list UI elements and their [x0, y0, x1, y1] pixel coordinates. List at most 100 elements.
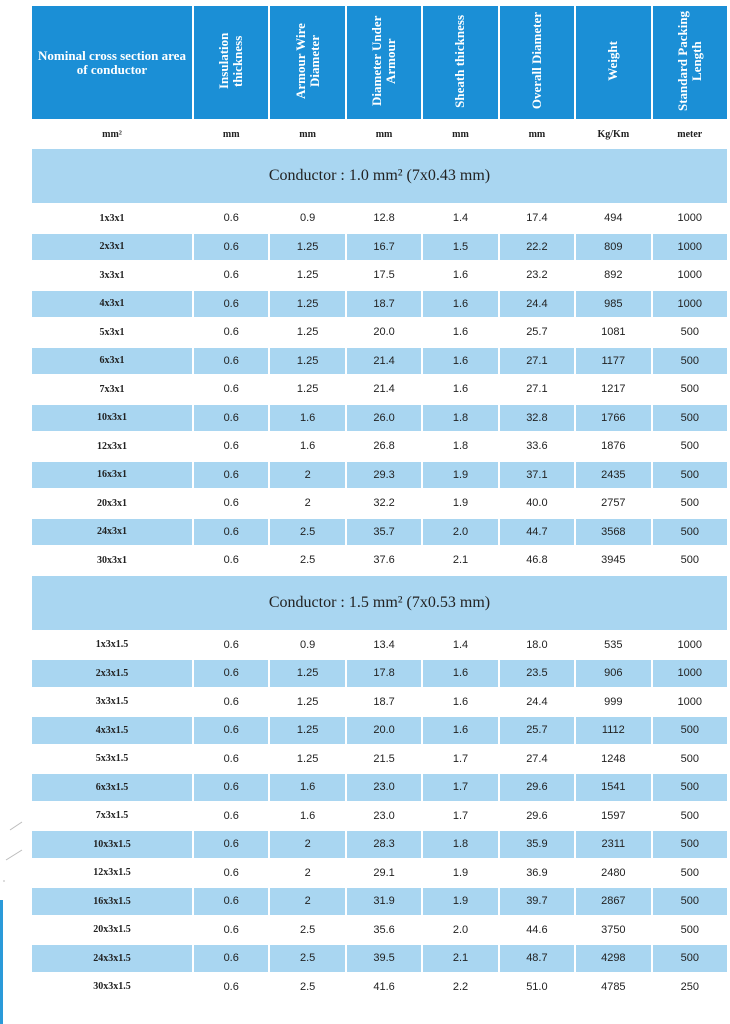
data-cell: 28.3: [346, 831, 422, 858]
data-cell: 48.7: [499, 945, 575, 972]
data-cell: 535: [604, 638, 623, 651]
data-cell: 1000: [677, 638, 702, 651]
data-cell: 2.5: [299, 980, 316, 993]
data-cell: 0.6: [194, 831, 269, 858]
data-cell: 1.25: [270, 660, 345, 687]
data-row: 5x3x1.5 0.6 1.25 21.5 1.7 27.4 1248 500: [32, 746, 727, 773]
data-cell: 0.6: [223, 809, 239, 822]
data-row: 1x3x1 0.6 0.9 12.8 1.4 17.4 494 1000: [32, 205, 727, 232]
edge-strip: [0, 900, 3, 1024]
data-cell: 1.6: [452, 269, 469, 282]
header-text: Diameter Under Armour: [369, 15, 399, 107]
cable-size: 16x3x1: [32, 461, 192, 488]
data-cell: 29.6: [526, 809, 548, 822]
data-cell: 23.0: [373, 809, 395, 822]
data-cell: 17.8: [346, 660, 422, 687]
data-cell: 4298: [576, 945, 651, 972]
data-cell: 0.6: [194, 290, 269, 317]
data-cell: 39.5: [346, 945, 422, 972]
data-cell: 22.2: [499, 233, 575, 260]
data-cell: 0.6: [223, 752, 239, 765]
data-cell: 1.6: [270, 404, 345, 431]
data-cell: 1.6: [423, 717, 498, 744]
data-cell: 36.9: [526, 866, 548, 879]
data-cell: 1.7: [423, 774, 498, 801]
data-cell: 0.6: [194, 518, 269, 545]
header-cell: Armour Wire Diameter: [270, 6, 345, 119]
data-cell: 1.6: [452, 326, 469, 339]
header-text: Overall Diameter: [528, 12, 544, 110]
data-cell: 1.8: [452, 440, 469, 453]
data-cell: 2757: [601, 497, 626, 510]
data-cell: 2480: [601, 866, 626, 879]
data-cell: 500: [652, 404, 727, 431]
data-cell: 1.25: [296, 326, 319, 339]
data-cell: 2867: [576, 888, 651, 915]
data-cell: 17.4: [526, 212, 548, 225]
data-cell: 809: [576, 233, 651, 260]
data-row: 7x3x1.5 0.6 1.6 23.0 1.7 29.6 1597 500: [32, 803, 727, 830]
section-row: Conductor : 1.5 mm² (7x0.53 mm): [32, 575, 727, 630]
data-row: 16x3x1 0.6 2 29.3 1.9 37.1 2435 500: [32, 461, 727, 488]
data-row: 3x3x1 0.6 1.25 17.5 1.6 23.2 892 1000: [32, 262, 727, 289]
header-text: Insulation thickness: [216, 32, 246, 90]
data-cell: 39.7: [499, 888, 575, 915]
data-cell: 35.9: [499, 831, 575, 858]
data-cell: 500: [652, 518, 727, 545]
data-cell: 24.4: [499, 290, 575, 317]
data-cell: 2.0: [452, 923, 469, 936]
cable-size: 2x3x1: [32, 233, 192, 260]
data-cell: 500: [652, 461, 727, 488]
data-cell: 29.6: [499, 774, 575, 801]
data-cell: 985: [576, 290, 651, 317]
cable-size: 7x3x1: [99, 383, 125, 395]
cable-size: 30x3x1: [97, 554, 127, 566]
cable-size: 4x3x1.5: [32, 717, 192, 744]
data-cell: 0.6: [194, 888, 269, 915]
data-cell: 999: [604, 695, 623, 708]
data-cell: 2.0: [423, 518, 498, 545]
data-cell: 1.4: [452, 212, 469, 225]
cable-size: 20x3x1.5: [93, 924, 131, 936]
data-cell: 25.7: [499, 717, 575, 744]
cable-size: 24x3x1: [32, 518, 192, 545]
data-cell: 1.9: [423, 461, 498, 488]
cable-size: 1x3x1: [99, 212, 125, 224]
data-cell: 23.2: [526, 269, 548, 282]
data-cell: 26.0: [346, 404, 422, 431]
data-cell: 2.1: [452, 554, 469, 567]
section-row: Conductor : 1.0 mm² (7x0.43 mm): [32, 149, 727, 203]
data-cell: 1766: [576, 404, 651, 431]
header-text: Standard Packing Length: [674, 10, 704, 112]
data-cell: 1.25: [296, 752, 319, 765]
unit-cell: mm: [452, 128, 469, 140]
cable-size: 3x3x1: [99, 269, 125, 281]
data-cell: 1.6: [452, 383, 469, 396]
data-cell: 0.6: [194, 233, 269, 260]
data-cell: 27.1: [499, 347, 575, 374]
data-row: 7x3x1 0.6 1.25 21.4 1.6 27.1 1217 500: [32, 376, 727, 403]
cable-size: 2x3x1.5: [32, 660, 192, 687]
data-cell: 1.6: [452, 695, 469, 708]
data-cell: 1.25: [296, 269, 319, 282]
data-cell: 500: [680, 497, 699, 510]
data-row: 30x3x1 0.6 2.5 37.6 2.1 46.8 3945 500: [32, 547, 727, 574]
header-cell: Diameter Under Armour: [346, 6, 422, 119]
data-cell: 2: [270, 461, 345, 488]
data-cell: 21.4: [373, 383, 395, 396]
data-cell: 1.25: [270, 233, 345, 260]
data-cell: 500: [680, 383, 699, 396]
data-cell: 0.9: [299, 638, 316, 651]
data-row: 4x3x1 0.6 1.25 18.7 1.6 24.4 985 1000: [32, 290, 727, 317]
data-cell: 500: [652, 888, 727, 915]
data-cell: 0.6: [223, 497, 239, 510]
data-cell: 0.6: [223, 638, 239, 651]
data-cell: 0.9: [299, 212, 316, 225]
data-row: 20x3x1 0.6 2 32.2 1.9 40.0 2757 500: [32, 490, 727, 517]
data-cell: 51.0: [526, 980, 548, 993]
data-cell: 1.8: [423, 404, 498, 431]
data-cell: 18.7: [346, 290, 422, 317]
data-cell: 1.7: [452, 752, 469, 765]
data-cell: 1000: [652, 290, 727, 317]
data-cell: 16.7: [346, 233, 422, 260]
